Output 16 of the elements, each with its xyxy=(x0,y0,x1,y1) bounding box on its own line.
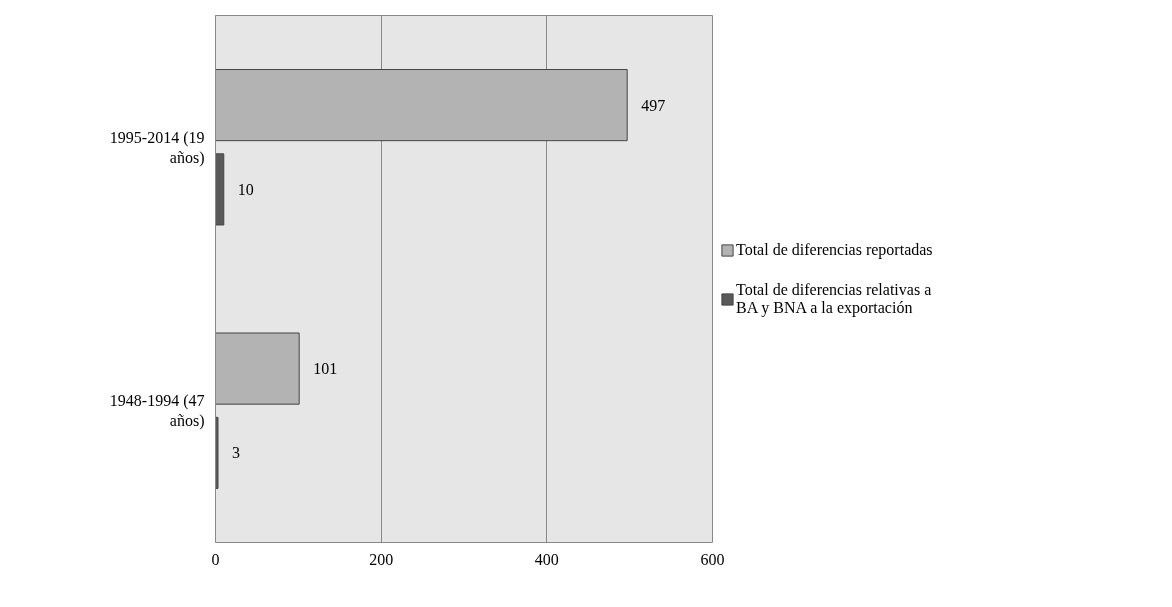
bar xyxy=(215,153,225,226)
x-tick-label: 400 xyxy=(534,550,559,568)
data-label: 101 xyxy=(313,360,338,378)
legend-label: Total de diferencias relativas a BA y BNA a la exportación xyxy=(736,280,932,317)
data-label: 497 xyxy=(641,96,666,114)
y-tick-label: 1995-2014 (19 años) xyxy=(109,128,205,167)
data-label: 3 xyxy=(231,444,240,462)
x-tick-label: 600 xyxy=(700,550,725,568)
bar xyxy=(215,69,628,142)
x-tick-label: 200 xyxy=(369,550,394,568)
x-tick-label: 0 xyxy=(211,550,220,568)
y-tick-label: 1948-1994 (47 años) xyxy=(109,392,205,431)
bar xyxy=(215,332,300,405)
data-label: 10 xyxy=(237,180,254,198)
legend-label: Total de diferencias reportadas xyxy=(736,240,933,259)
bar xyxy=(215,416,219,489)
